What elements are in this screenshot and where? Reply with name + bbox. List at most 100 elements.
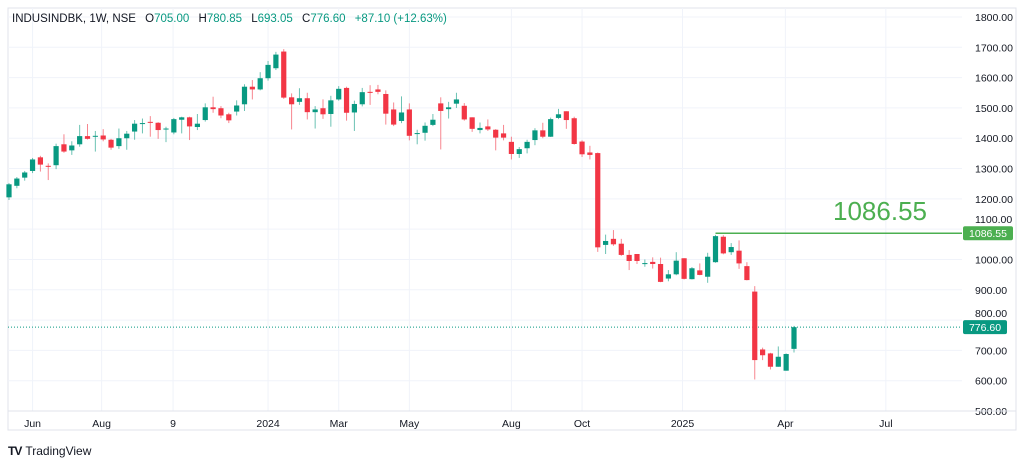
horizontal-level-badge bbox=[963, 226, 1013, 241]
change-value: +87.10 (+12.63%) bbox=[354, 13, 447, 25]
candle-up bbox=[132, 123, 138, 132]
tradingview-branding[interactable]: TV TradingView bbox=[8, 444, 91, 458]
candle-down bbox=[438, 103, 444, 111]
candle-up bbox=[775, 356, 781, 367]
open-label: O bbox=[145, 13, 155, 25]
candle-down bbox=[289, 97, 295, 105]
x-tick-label: Aug bbox=[92, 418, 111, 430]
y-tick-label: 700.00 bbox=[975, 345, 1007, 357]
horizontal-level-badge-text: 1086.55 bbox=[969, 228, 1007, 240]
candle-up bbox=[202, 107, 208, 121]
candle-up bbox=[171, 119, 177, 133]
candle-down bbox=[571, 118, 577, 144]
x-tick-label: 9 bbox=[170, 418, 176, 430]
candle-up bbox=[22, 172, 28, 178]
candle-up bbox=[351, 103, 357, 113]
candle-down bbox=[281, 51, 287, 98]
x-tick-label: Mar bbox=[330, 418, 349, 430]
candle-down bbox=[84, 136, 91, 139]
x-tick-label: 2025 bbox=[671, 418, 695, 430]
candle-down bbox=[681, 258, 687, 279]
candle-up bbox=[241, 86, 248, 105]
symbol-label: INDUSINDBK, 1W, NSE bbox=[12, 13, 136, 25]
candle-up bbox=[603, 240, 609, 245]
candle-up bbox=[446, 107, 452, 110]
y-tick-label: 1500.00 bbox=[975, 103, 1013, 115]
candle-down bbox=[61, 144, 67, 152]
candle-up bbox=[328, 100, 334, 114]
candle-up bbox=[29, 159, 36, 171]
candle-down bbox=[469, 117, 475, 129]
candle-up bbox=[124, 133, 130, 139]
candle-down bbox=[493, 129, 499, 138]
candle-down bbox=[767, 353, 774, 367]
candle-up bbox=[53, 146, 59, 166]
candle-down bbox=[587, 152, 593, 155]
x-tick-label: May bbox=[399, 418, 420, 430]
candle-up bbox=[336, 88, 342, 100]
candle-down bbox=[147, 121, 153, 123]
candle-down bbox=[760, 349, 766, 356]
tradingview-logo-icon: TV bbox=[8, 444, 22, 458]
close-label: C bbox=[302, 13, 311, 25]
candle-up bbox=[665, 274, 671, 279]
candle-up bbox=[273, 54, 279, 69]
candle-up bbox=[673, 260, 679, 275]
x-tick-label: Aug bbox=[502, 418, 521, 430]
candle-up bbox=[6, 184, 12, 198]
candle-down bbox=[595, 153, 601, 248]
candle-down bbox=[304, 98, 310, 113]
candle-down bbox=[697, 270, 703, 275]
candle-up bbox=[477, 127, 483, 131]
high-value: H780.85 bbox=[199, 13, 243, 25]
y-tick-label: 1700.00 bbox=[975, 42, 1013, 54]
candle-down bbox=[210, 107, 216, 110]
candle-up bbox=[532, 130, 538, 141]
x-tick-label: Oct bbox=[574, 418, 590, 430]
candle-up bbox=[296, 98, 303, 102]
chart-frame bbox=[7, 7, 1017, 431]
low-label: L bbox=[251, 13, 258, 25]
candle-down bbox=[634, 254, 640, 261]
candle-down bbox=[45, 165, 51, 167]
high-number: 780.85 bbox=[206, 13, 243, 25]
candle-up bbox=[179, 117, 185, 120]
candle-up bbox=[359, 92, 365, 105]
candle-down bbox=[367, 91, 373, 93]
candle-down bbox=[579, 141, 585, 155]
candle-up bbox=[453, 99, 460, 104]
x-tick-label: 2024 bbox=[256, 418, 280, 430]
candle-up bbox=[92, 135, 98, 137]
chart-legend: INDUSINDBK, 1W, NSE O705.00 H780.85 L693… bbox=[12, 13, 453, 25]
open-number: 705.00 bbox=[154, 13, 190, 25]
candle-up bbox=[234, 105, 240, 112]
candle-up bbox=[783, 354, 789, 371]
candle-down bbox=[226, 114, 232, 121]
candle-up bbox=[422, 125, 428, 133]
tradingview-label: TradingView bbox=[25, 444, 92, 458]
candle-up bbox=[705, 256, 711, 277]
candle-down bbox=[186, 117, 193, 127]
candle-down bbox=[100, 135, 106, 140]
y-tick-label: 1400.00 bbox=[975, 133, 1013, 145]
low-number: 693.05 bbox=[257, 13, 293, 25]
candle-up bbox=[548, 119, 554, 137]
candle-up bbox=[728, 247, 734, 253]
candle-up bbox=[139, 123, 146, 125]
candle-down bbox=[626, 254, 632, 261]
y-tick-label: 900.00 bbox=[975, 285, 1007, 297]
candle-down bbox=[508, 141, 514, 154]
candle-down bbox=[563, 111, 569, 121]
candle-down bbox=[155, 122, 161, 131]
x-tick-label: Jul bbox=[879, 418, 892, 430]
candle-down bbox=[375, 89, 381, 92]
y-tick-label: 1200.00 bbox=[975, 194, 1013, 206]
candle-down bbox=[249, 86, 255, 90]
candle-down bbox=[461, 105, 467, 120]
last-price-badge-text: 776.60 bbox=[969, 322, 1001, 334]
candle-down bbox=[752, 291, 758, 361]
candle-up bbox=[555, 114, 562, 118]
candle-down bbox=[218, 108, 224, 116]
candle-down bbox=[320, 108, 326, 115]
